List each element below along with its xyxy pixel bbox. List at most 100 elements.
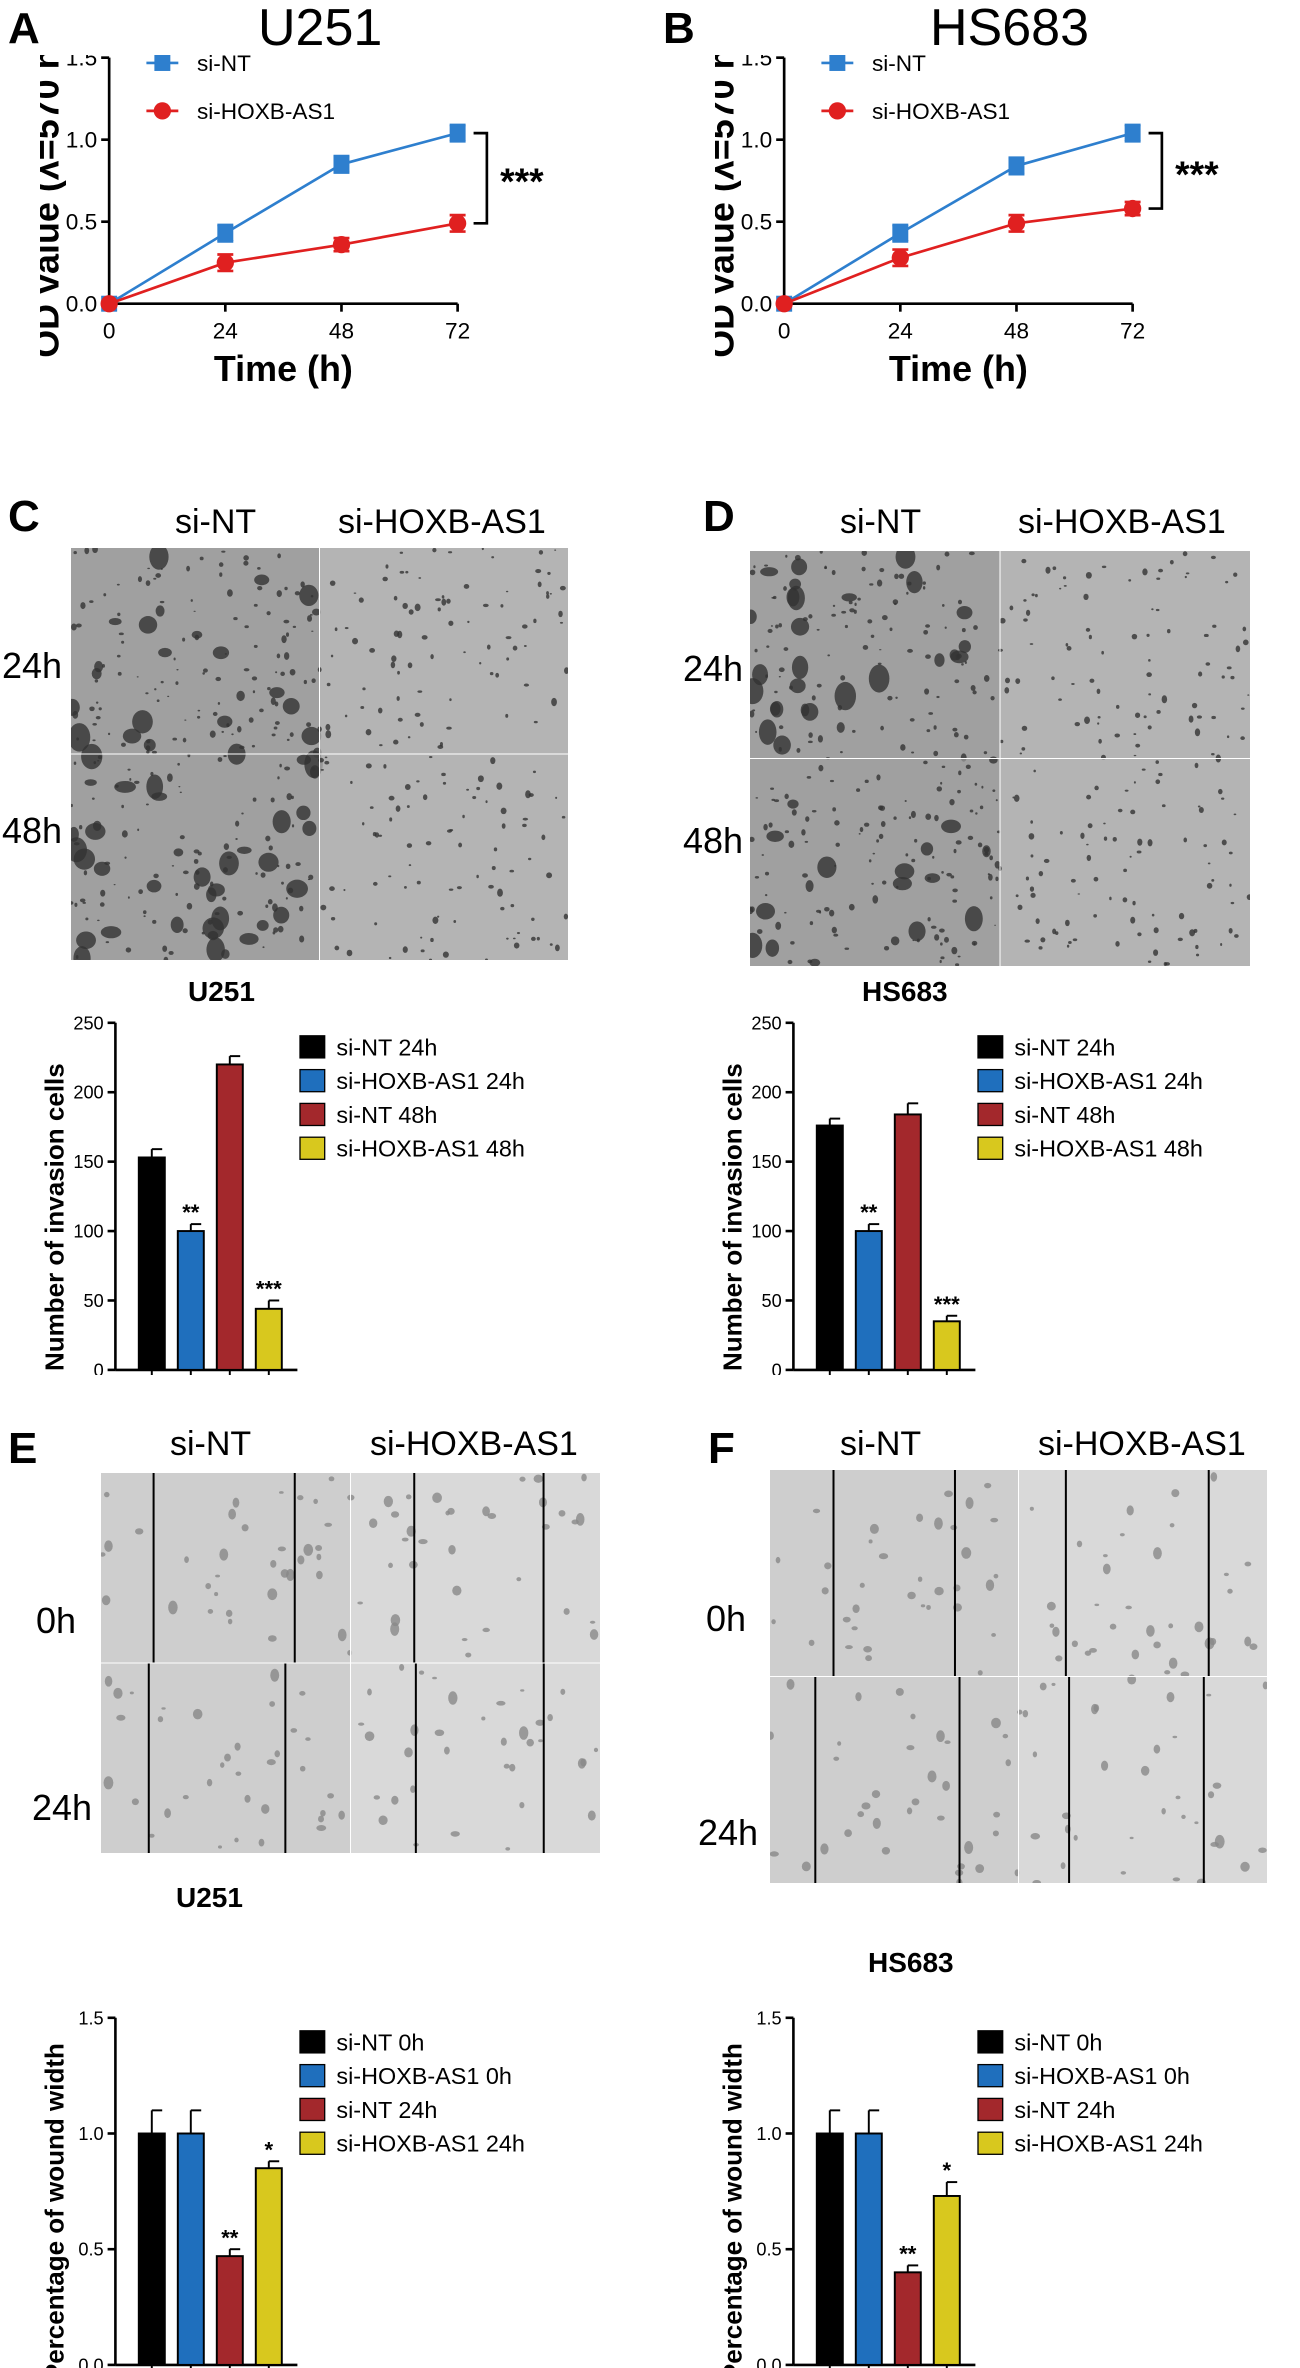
cell (1211, 878, 1215, 882)
row-label-24h: 24h (32, 1787, 93, 1828)
cell (243, 668, 250, 672)
cell (369, 648, 376, 653)
cell (202, 672, 205, 675)
micrograph-tile (1000, 758, 1250, 966)
cell (325, 730, 332, 739)
cell (861, 551, 867, 556)
data-point (892, 225, 909, 242)
cell (989, 855, 993, 861)
legend-swatch (977, 2131, 1004, 2155)
cell (94, 679, 99, 683)
cell (286, 1568, 295, 1581)
cell (898, 573, 905, 579)
cell (197, 715, 201, 719)
cell (420, 936, 423, 939)
y-tick-label: 150 (73, 1152, 103, 1172)
cell (374, 922, 378, 926)
cell (76, 737, 79, 741)
cell (1209, 1637, 1217, 1646)
y-tick-label: 1.0 (756, 2124, 781, 2144)
cell (182, 870, 189, 875)
cell (182, 737, 187, 743)
y-axis-title: Percentage of wound width (718, 2043, 747, 2368)
cell (1114, 733, 1120, 738)
cell (816, 683, 822, 688)
cell (807, 959, 813, 964)
cell (360, 706, 365, 709)
cell (192, 1708, 203, 1720)
cell (756, 902, 776, 920)
legend-label: si-HOXB-AS1 (197, 99, 335, 124)
column-label-si-nt: si-NT (840, 1425, 922, 1463)
cell (934, 1586, 944, 1596)
cell (1025, 609, 1031, 616)
cell (752, 709, 756, 712)
cell (1161, 1807, 1166, 1815)
cell (917, 1576, 923, 1582)
cell (267, 687, 271, 691)
cell (184, 1556, 189, 1563)
cell (818, 764, 824, 772)
legend-swatch (977, 1068, 1004, 1093)
cell (808, 614, 813, 619)
cell (146, 774, 164, 799)
cell (274, 721, 280, 725)
legend-label: si-NT 24h (336, 2097, 437, 2123)
cell (1102, 1563, 1111, 1575)
cell (145, 580, 151, 587)
cell (961, 628, 966, 633)
y-tick-label: 200 (73, 1083, 103, 1103)
cell (941, 603, 945, 607)
cell (911, 858, 916, 863)
cell (911, 1798, 920, 1806)
cell (936, 695, 940, 699)
cell (320, 769, 324, 771)
cell (868, 664, 890, 693)
cell (881, 1846, 891, 1855)
cell (837, 1741, 842, 1746)
cell (509, 1763, 516, 1772)
cell (1096, 688, 1101, 694)
panel-letter-e: E (8, 1424, 38, 1473)
cell (241, 1524, 249, 1532)
cell (399, 551, 404, 554)
micrograph-tile (71, 754, 320, 960)
cell (790, 941, 795, 945)
cell (1210, 555, 1216, 560)
cell (778, 667, 785, 673)
cell (1151, 608, 1154, 611)
cell (1086, 854, 1092, 862)
cell (219, 851, 239, 876)
cell (1198, 671, 1203, 677)
data-point (1123, 199, 1142, 218)
cell (876, 839, 880, 843)
cell (309, 614, 313, 616)
cell (878, 833, 884, 839)
cell (191, 630, 203, 639)
cell (450, 1831, 460, 1837)
cell (924, 688, 930, 695)
y-tick-label: 0 (772, 1360, 782, 1375)
cell (805, 880, 814, 892)
cell (775, 624, 779, 629)
cell (923, 629, 929, 635)
cell (1180, 1671, 1190, 1678)
cell (334, 945, 340, 951)
cell (812, 1508, 821, 1514)
cell (116, 583, 120, 586)
cell (1109, 1623, 1117, 1630)
cell (101, 1552, 106, 1557)
cell (286, 738, 290, 741)
cell (1088, 634, 1092, 640)
cell (262, 946, 265, 949)
cell (1220, 943, 1223, 946)
cell (926, 729, 931, 733)
cell (840, 675, 846, 681)
cell (788, 840, 795, 848)
y-tick-label: 0.5 (756, 2240, 781, 2260)
cell (163, 956, 169, 960)
cell (388, 795, 395, 801)
cell (969, 809, 974, 813)
cell (193, 849, 200, 854)
